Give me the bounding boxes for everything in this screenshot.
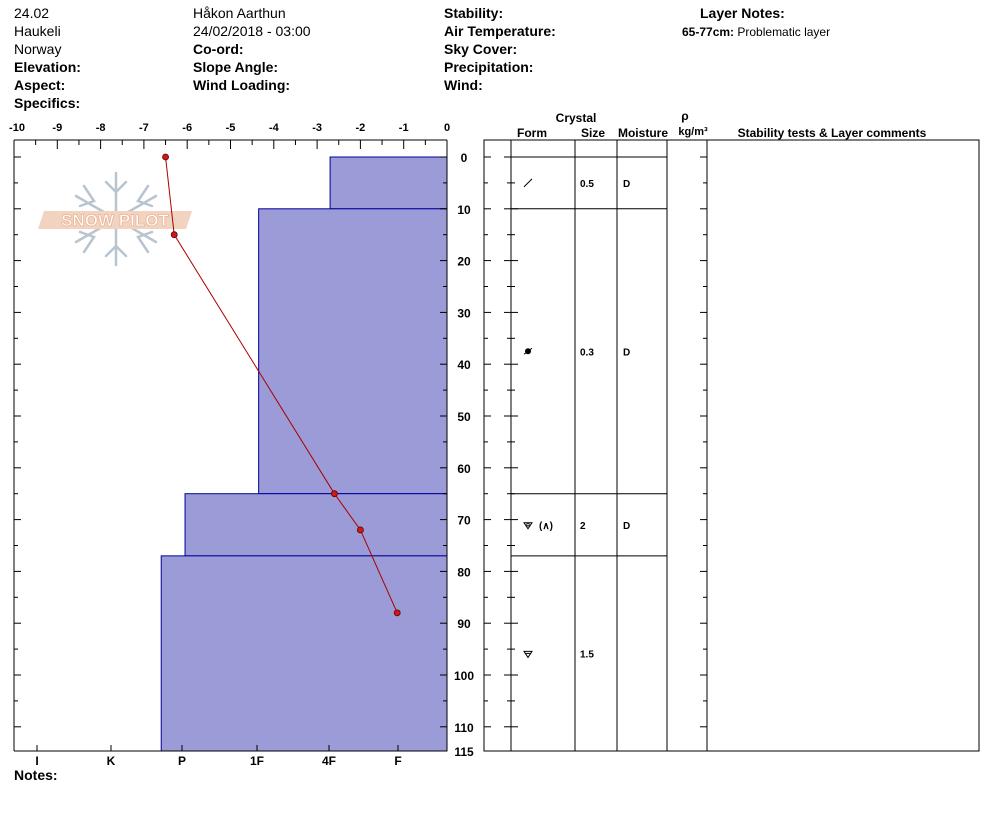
hardness-tick-label: 4F (322, 754, 336, 768)
wind-loading-label: Wind Loading: (193, 77, 291, 93)
temperature-point-0 (162, 153, 169, 161)
temp-tick-label: -1 (399, 122, 409, 134)
temp-tick-label: -9 (52, 122, 62, 134)
observer-name: Håkon Aarthun (193, 5, 286, 21)
temperature-point-1 (170, 231, 178, 239)
form-symbol (523, 347, 533, 355)
stability-label: Stability: (444, 5, 504, 21)
comments-header: Stability tests & Layer comments (738, 126, 927, 140)
depth-tick-label: 20 (457, 255, 471, 269)
notes-label: Notes: (14, 767, 58, 783)
hardness-tick-label: F (394, 754, 401, 768)
layer-note: 65-77cm: Problematic layer (682, 23, 830, 41)
layer-moisture: D (623, 179, 630, 190)
form-symbol (526, 523, 530, 527)
hardness-tick-label: I (35, 754, 38, 768)
snow-pilot-logo: SNOW PILOT (38, 171, 192, 267)
temp-tick-label: -7 (139, 122, 149, 134)
layer-size: 2 (580, 521, 586, 532)
temperature-axis: -10 -9 -8 -7 -6 -5 -4 -3 -2 -1 0 (9, 122, 450, 149)
observation-datetime: 24/02/2018 - 03:00 (193, 23, 311, 39)
coord-label: Co-ord: (193, 41, 244, 57)
moisture-header: Moisture (618, 126, 668, 140)
wind-label: Wind: (444, 77, 483, 93)
depth-axis: 0 10 20 30 40 50 60 70 80 90 100 110 115 (14, 151, 707, 759)
temp-tick-label: -8 (96, 122, 106, 134)
temp-tick-label: -2 (356, 122, 366, 134)
layer-note-range: 65-77cm: (682, 25, 735, 39)
depth-tick-label: 50 (457, 410, 471, 424)
aspect-label: Aspect: (14, 77, 66, 93)
temperature-point-2 (331, 490, 338, 498)
layer-notes-title: Layer Notes: (700, 5, 785, 21)
depth-tick-label: 100 (454, 669, 474, 683)
site-date: 24.02 (14, 5, 50, 21)
depth-tick-label: 80 (457, 565, 471, 579)
air-temperature-label: Air Temperature: (444, 23, 556, 39)
temp-tick-label: -3 (312, 122, 322, 134)
form-symbol (523, 522, 533, 530)
hardness-bar-2 (184, 493, 448, 557)
density-unit-header: kg/m³ (678, 126, 708, 138)
temp-tick-label: -6 (182, 122, 192, 134)
slope-angle-label: Slope Angle: (193, 59, 279, 75)
hardness-tick-label: P (178, 754, 186, 768)
depth-tick-label: 70 (457, 514, 471, 528)
depth-tick-label: 90 (457, 617, 471, 631)
depth-hoar-icon (523, 650, 533, 659)
density-rho-header: ρ (681, 109, 688, 123)
site-location: Haukeli (14, 23, 61, 39)
hardness-bars (160, 156, 448, 752)
layer-moisture: D (623, 347, 630, 358)
hardness-bar-0 (329, 156, 448, 210)
crystal-header: Crystal (556, 111, 597, 125)
size-header: Size (581, 126, 605, 140)
depth-tick-label: 0 (461, 151, 468, 165)
form-symbol (523, 650, 533, 659)
layer-moisture: D (623, 521, 630, 532)
depth-tick-label: 60 (457, 462, 471, 476)
form-secondary-label: (∧) (539, 521, 553, 532)
temperature-point-3 (356, 526, 364, 534)
hardness-bar-3 (160, 555, 448, 752)
hardness-axis: I K P 1F 4F F (35, 745, 402, 768)
rounded-grain-icon (523, 347, 533, 355)
layer-note-text: Problematic layer (737, 25, 831, 39)
layer-size: 1.5 (580, 649, 594, 660)
temp-tick-label: -4 (269, 122, 280, 134)
specifics-label: Specifics: (14, 95, 81, 111)
depth-tick-label: 115 (454, 745, 474, 759)
layer-size: 0.5 (580, 179, 594, 190)
temperature-point-4 (393, 609, 401, 617)
depth-tick-label: 110 (454, 721, 474, 735)
precipitation-label: Precipitation: (444, 59, 534, 75)
form-symbol (523, 178, 533, 188)
temperature-profile (162, 153, 401, 617)
precipitation-particles-icon (523, 178, 533, 188)
layer-table: Crystal Form Size Moisture ρ kg/m³ Stabi… (483, 109, 980, 752)
form-header: Form (517, 126, 547, 140)
elevation-label: Elevation: (14, 59, 81, 75)
depth-tick-label: 40 (457, 358, 471, 372)
temp-tick-label: 0 (444, 122, 450, 134)
sky-cover-label: Sky Cover: (444, 41, 518, 57)
depth-tick-label: 10 (457, 203, 471, 217)
layer-size: 0.3 (580, 347, 594, 358)
depth-tick-label: 30 (457, 306, 471, 320)
depth-hoar-faceted-icon (523, 522, 533, 530)
hardness-bar-1 (258, 208, 448, 495)
hardness-tick-label: K (107, 754, 116, 768)
hardness-tick-label: 1F (250, 754, 264, 768)
layer-rows: 0.5 D 0.3 D (∧) 2 D 1.5 (511, 156, 667, 660)
temp-tick-label: -10 (9, 122, 25, 134)
site-country: Norway (14, 41, 62, 57)
logo-text: SNOW PILOT (61, 211, 169, 230)
table-border (483, 139, 980, 752)
temp-tick-label: -5 (226, 122, 236, 134)
